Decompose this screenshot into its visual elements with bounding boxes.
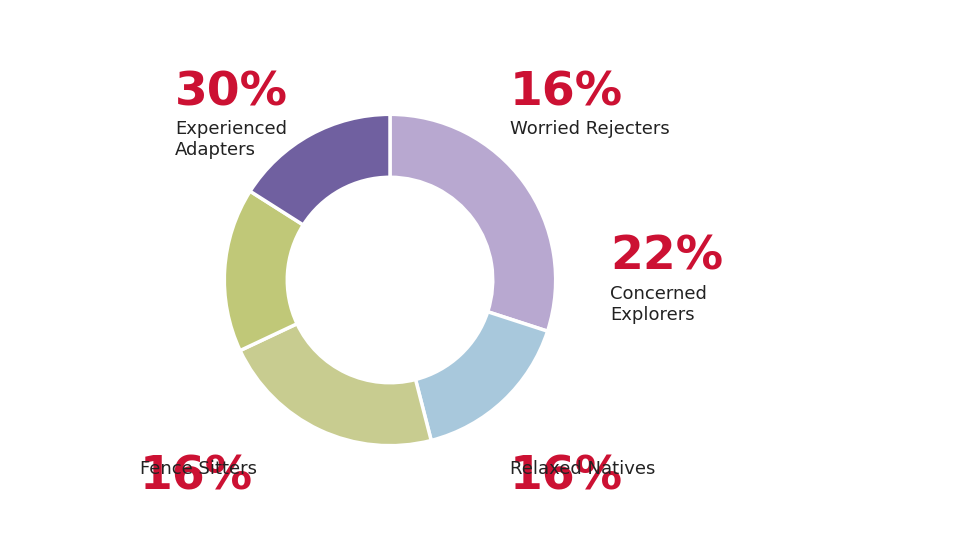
Text: Relaxed Natives: Relaxed Natives bbox=[510, 460, 655, 478]
Text: 16%: 16% bbox=[510, 70, 622, 115]
Wedge shape bbox=[250, 114, 390, 225]
Text: Experienced
Adapters: Experienced Adapters bbox=[174, 120, 287, 159]
Wedge shape bbox=[240, 324, 431, 446]
Text: 16%: 16% bbox=[510, 455, 622, 500]
Text: 22%: 22% bbox=[610, 235, 722, 280]
Text: 30%: 30% bbox=[174, 70, 288, 115]
Wedge shape bbox=[224, 191, 303, 350]
Text: Fence Sitters: Fence Sitters bbox=[140, 460, 257, 478]
Text: 16%: 16% bbox=[140, 455, 253, 500]
Text: Concerned
Explorers: Concerned Explorers bbox=[610, 285, 706, 324]
Wedge shape bbox=[390, 114, 555, 331]
Wedge shape bbox=[415, 312, 547, 440]
Text: Worried Rejecters: Worried Rejecters bbox=[510, 120, 669, 138]
